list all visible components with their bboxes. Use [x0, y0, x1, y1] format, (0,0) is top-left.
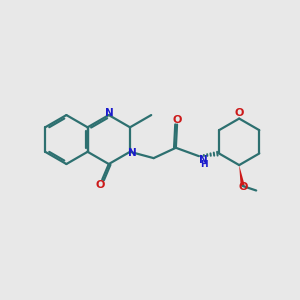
Polygon shape	[239, 165, 245, 186]
Text: O: O	[95, 180, 104, 190]
Text: N: N	[105, 108, 114, 118]
Text: N: N	[128, 148, 137, 158]
Text: O: O	[235, 108, 244, 118]
Text: H: H	[200, 160, 207, 169]
Text: N: N	[199, 155, 208, 165]
Text: O: O	[238, 182, 248, 192]
Text: O: O	[172, 115, 182, 125]
